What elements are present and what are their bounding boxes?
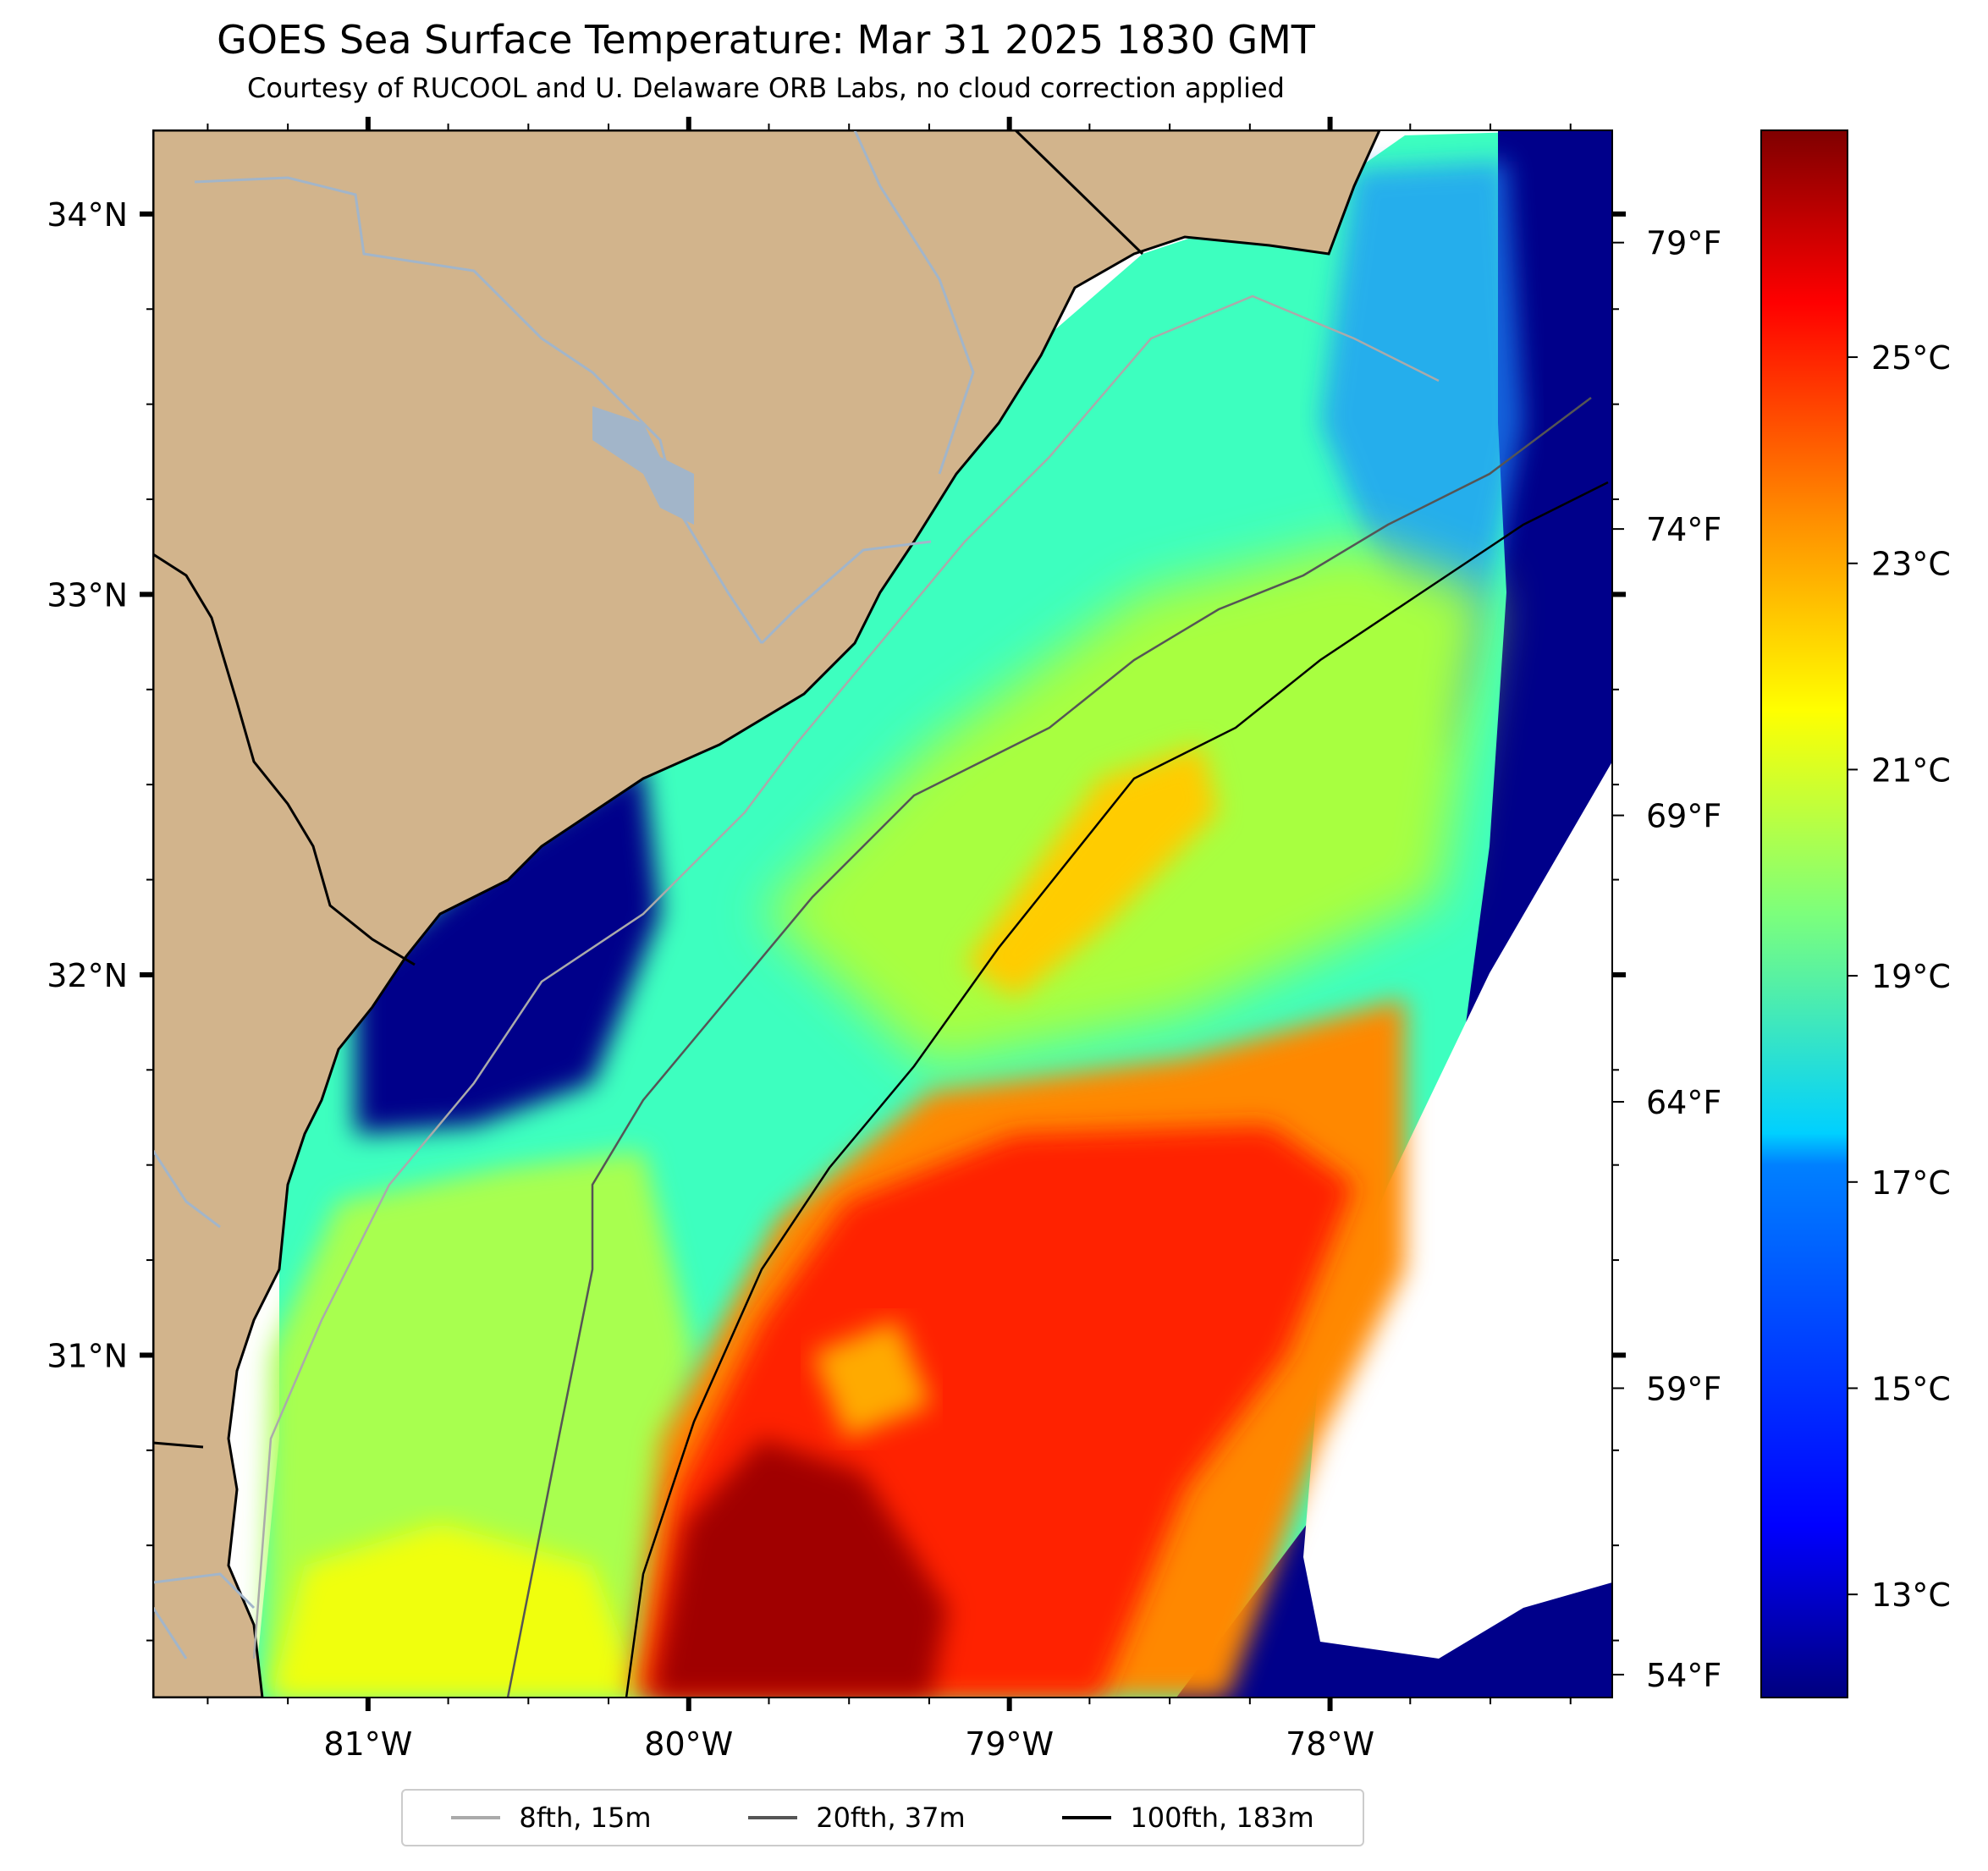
sst-field xyxy=(254,130,1612,1698)
lon-tick-label: 80°W xyxy=(644,1725,733,1763)
fahrenheit-tick-label: 79°F xyxy=(1646,225,1721,262)
sst-no-data-patch xyxy=(1303,762,1612,1659)
sst-cold-nearshore xyxy=(355,762,660,1134)
rivers xyxy=(153,130,975,1659)
isobath-100fth xyxy=(625,481,1609,1698)
legend-item-20fth: 20fth, 37m xyxy=(748,1802,966,1834)
border-sc-ga xyxy=(153,553,416,966)
reservoir xyxy=(592,406,694,525)
map-subtitle: Courtesy of RUCOOL and U. Delaware ORB L… xyxy=(247,72,1285,104)
river-4 xyxy=(153,1150,221,1229)
fahrenheit-tick-label: 64°F xyxy=(1646,1084,1721,1121)
fahrenheit-tick-label: 74°F xyxy=(1646,511,1721,548)
isobath-20fth xyxy=(506,397,1592,1698)
isobath-legend: 8fth, 15m 20fth, 37m 100fth, 183m xyxy=(401,1789,1364,1846)
colorbar-tick-label: 21°C xyxy=(1871,751,1951,789)
river-5 xyxy=(153,1572,256,1610)
lon-tick-label: 78°W xyxy=(1286,1725,1374,1763)
fahrenheit-tick-label: 59°F xyxy=(1646,1370,1721,1407)
isobaths xyxy=(252,294,1609,1698)
river-6 xyxy=(153,1607,188,1659)
lon-ticks: 81°W 80°W 79°W 78°W xyxy=(207,117,1572,1763)
map-frame xyxy=(152,129,1613,1698)
colorbar-tick-label: 19°C xyxy=(1871,958,1951,995)
sst-yellow-tongue xyxy=(965,745,1219,999)
legend-line-8fth xyxy=(451,1816,501,1819)
legend-item-100fth: 100fth, 183m xyxy=(1062,1802,1314,1834)
sst-yellow-south-shelf xyxy=(271,1523,643,1698)
land-mass xyxy=(153,130,1381,1698)
map-panel xyxy=(153,130,1612,1698)
legend-line-20fth xyxy=(748,1816,798,1819)
legend-label-100fth: 100fth, 183m xyxy=(1130,1802,1314,1834)
border-nc-sc xyxy=(1014,130,1144,256)
colorbar-tick-label: 13°C xyxy=(1871,1577,1951,1614)
lat-tick-label: 31°N xyxy=(47,1337,128,1374)
colorbar-tick-label: 23°C xyxy=(1871,546,1951,583)
river-3 xyxy=(853,130,975,475)
fahrenheit-ticks: 54°F 59°F 64°F 69°F 74°F 79°F xyxy=(1612,225,1721,1694)
colorbar-tick-label: 17°C xyxy=(1871,1164,1951,1202)
legend-label-20fth: 20fth, 37m xyxy=(816,1802,966,1834)
isobath-8fth xyxy=(252,294,1440,1659)
legend-line-100fth xyxy=(1062,1816,1112,1819)
sst-darkred-core xyxy=(652,1439,948,1698)
colorbar-celsius-ticks: 13°C 15°C 17°C 19°C 21°C 23°C 25°C xyxy=(1848,339,1951,1614)
state-borders xyxy=(153,130,1144,1449)
border-ga-fl xyxy=(153,1441,204,1449)
fahrenheit-tick-label: 54°F xyxy=(1646,1657,1721,1694)
colorbar xyxy=(1760,129,1848,1698)
sst-warm-eddy xyxy=(812,1320,931,1439)
map-title: GOES Sea Surface Temperature: Mar 31 202… xyxy=(217,17,1315,63)
lon-tick-label: 79°W xyxy=(965,1725,1054,1763)
colorbar-tick-label: 15°C xyxy=(1871,1370,1951,1407)
lon-tick-label: 81°W xyxy=(323,1725,412,1763)
legend-label-8fth: 8fth, 15m xyxy=(519,1802,652,1834)
lat-ticks: 34°N 33°N 32°N 31°N xyxy=(47,196,1626,1642)
river-2 xyxy=(760,540,932,645)
lat-tick-label: 32°N xyxy=(47,957,128,994)
colorbar-tick-label: 25°C xyxy=(1871,339,1951,377)
lat-tick-label: 33°N xyxy=(47,576,128,614)
legend-item-8fth: 8fth, 15m xyxy=(451,1802,651,1834)
fahrenheit-tick-label: 69°F xyxy=(1646,798,1721,835)
river-1 xyxy=(194,176,763,644)
lat-tick-label: 34°N xyxy=(47,196,128,234)
